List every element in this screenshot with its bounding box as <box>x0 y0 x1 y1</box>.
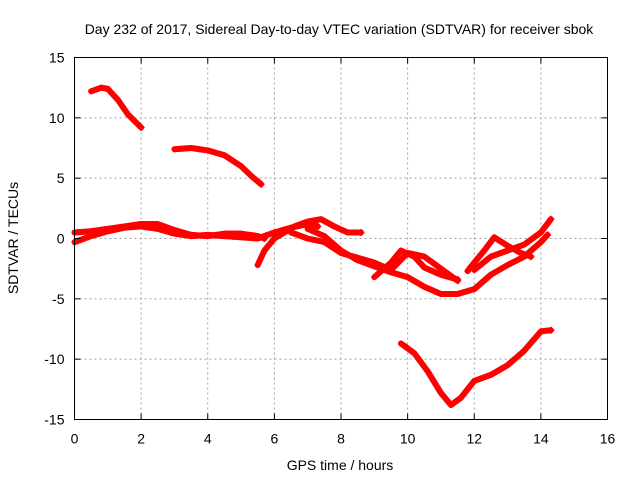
y-axis-title: SDTVAR / TECUs <box>5 182 21 294</box>
x-tick-label: 8 <box>337 431 345 447</box>
series-arc-1 <box>88 84 145 131</box>
y-tick-label: -15 <box>44 412 64 428</box>
x-tick-label: 10 <box>400 431 416 447</box>
y-tick-label: 0 <box>57 231 65 247</box>
y-tick-labels: -15 -10 -5 0 5 10 15 <box>44 50 64 428</box>
y-tick-label: 5 <box>57 170 65 186</box>
chart-title: Day 232 of 2017, Sidereal Day-to-day VTE… <box>85 21 595 37</box>
series-layer <box>71 84 555 409</box>
x-tick-label: 12 <box>466 431 482 447</box>
y-tick-label: 15 <box>49 50 65 66</box>
series-markers <box>254 216 365 269</box>
series-markers <box>371 247 462 284</box>
x-tick-label: 2 <box>137 431 145 447</box>
x-tick-label: 6 <box>270 431 278 447</box>
series-markers <box>397 326 555 409</box>
y-tick-label: -10 <box>44 351 64 367</box>
series-arc-10 <box>471 215 555 273</box>
series-arc-2 <box>171 145 265 188</box>
x-tick-label: 14 <box>533 431 549 447</box>
series-arc-5 <box>254 216 365 269</box>
series-markers <box>171 145 265 188</box>
series-arc-8 <box>371 247 462 284</box>
ticks <box>74 57 608 420</box>
x-tick-label: 4 <box>204 431 212 447</box>
x-tick-labels: 0 2 4 6 8 10 12 14 16 <box>71 431 616 447</box>
grid <box>74 57 608 420</box>
series-markers <box>471 215 555 273</box>
y-tick-label: -5 <box>52 291 65 307</box>
x-tick-label: 0 <box>71 431 79 447</box>
x-tick-label: 16 <box>600 431 616 447</box>
series-markers <box>88 84 145 131</box>
series-arc-11 <box>397 326 555 409</box>
y-tick-label: 10 <box>49 110 65 126</box>
x-axis-title: GPS time / hours <box>287 457 394 473</box>
